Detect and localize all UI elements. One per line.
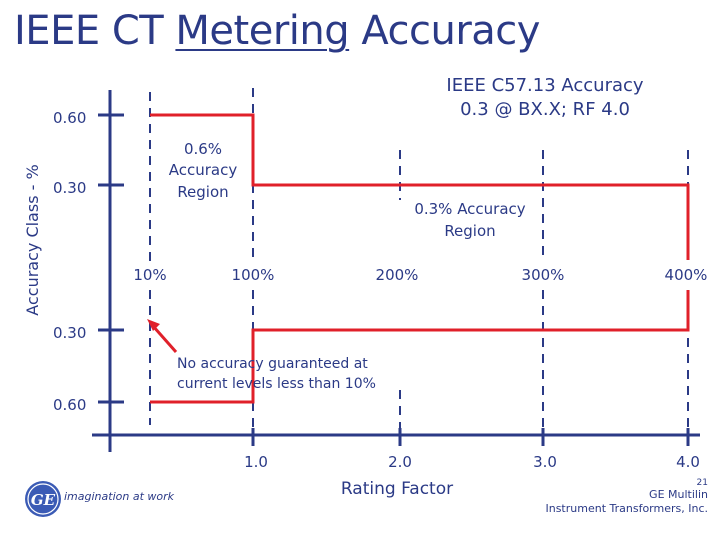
region-03-line-1: 0.3% Accuracy (414, 200, 525, 218)
standard-subtitle: IEEE C57.13 Accuracy 0.3 @ BX.X; RF 4.0 (420, 74, 670, 122)
company-line-1: GE Multilin (649, 488, 708, 501)
current-label-200: 200% (376, 266, 419, 284)
region-06-line-3: Region (177, 183, 228, 201)
lower-envelope (150, 290, 690, 404)
no-accuracy-line-1: No accuracy guaranteed at (177, 356, 368, 372)
y-axis (98, 90, 124, 452)
title-part-1: IEEE CT (14, 8, 176, 54)
region-06-line-1: 0.6% (184, 140, 222, 158)
title-underlined-word: Metering (175, 8, 350, 54)
title-part-2: Accuracy (349, 8, 540, 54)
region-06-line-2: Accuracy (169, 161, 238, 179)
upper-envelope (150, 113, 690, 260)
arrow-head (147, 319, 160, 331)
x-axis-label: Rating Factor (341, 479, 453, 499)
company-line-2: Instrument Transformers, Inc. (545, 502, 708, 515)
rating-tick-label-4: 4.0 (676, 453, 700, 471)
y-axis-label: Accuracy Class - % (23, 164, 42, 315)
page-number: 21 (696, 478, 708, 488)
y-tick-label-bottom-060: 0.60 (53, 396, 86, 414)
no-accuracy-arrow (147, 319, 178, 353)
y-tick-label-top-060: 0.60 (53, 109, 86, 127)
current-label-10: 10% (133, 266, 166, 284)
company-footer: GE Multilin Instrument Transformers, Inc… (545, 488, 708, 516)
y-tick-label-top-030: 0.30 (53, 179, 86, 197)
arrow-shaft (151, 325, 178, 353)
ge-tagline: imagination at work (64, 490, 174, 503)
rating-tick-label-2: 2.0 (388, 453, 412, 471)
x-axis (92, 428, 700, 446)
ge-logo-ring (27, 483, 59, 515)
slide-title: IEEE CT Metering Accuracy (14, 8, 540, 54)
ge-logo-circle (25, 481, 61, 517)
ge-logo-icon: GE (25, 481, 61, 517)
current-label-100: 100% (232, 266, 275, 284)
subtitle-line-2: 0.3 @ BX.X; RF 4.0 (460, 99, 630, 120)
y-tick-label-bottom-030: 0.30 (53, 324, 86, 342)
current-label-400: 400% (665, 266, 708, 284)
ge-logo-mark: GE (31, 491, 56, 509)
accuracy-envelope (150, 113, 690, 404)
no-accuracy-line-2: current levels less than 10% (177, 376, 376, 392)
subtitle-line-1: IEEE C57.13 Accuracy (446, 75, 644, 96)
current-label-300: 300% (522, 266, 565, 284)
region-03-line-2: Region (444, 222, 495, 240)
rating-tick-label-1: 1.0 (244, 453, 268, 471)
rating-tick-label-3: 3.0 (533, 453, 557, 471)
